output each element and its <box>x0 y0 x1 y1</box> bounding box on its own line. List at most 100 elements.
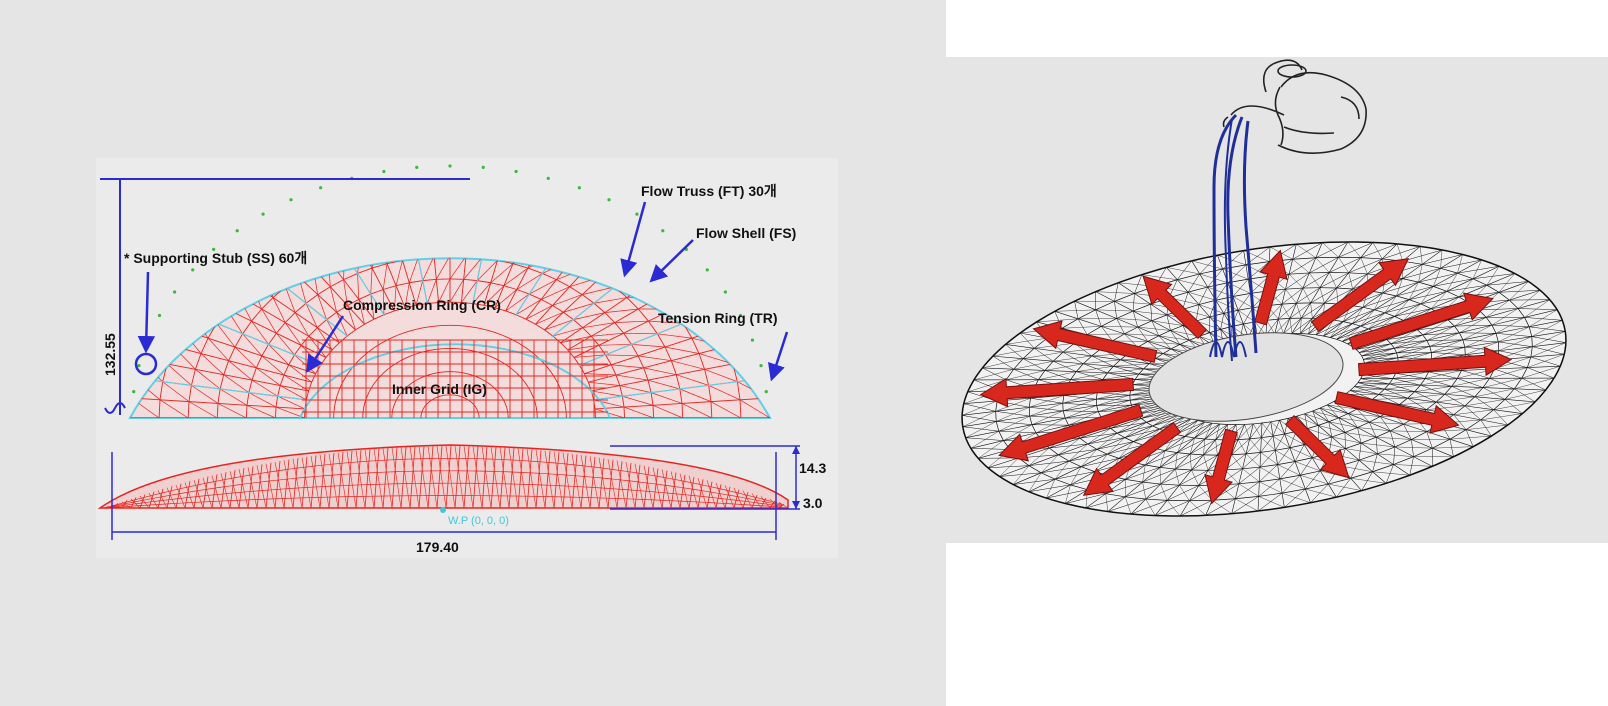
mesh-line <box>1384 384 1421 390</box>
mesh-line <box>1352 323 1361 327</box>
mesh-line <box>490 446 501 509</box>
mesh-line <box>199 495 207 497</box>
mesh-line <box>1336 287 1339 304</box>
mesh-line <box>727 498 735 501</box>
mesh-line <box>345 369 352 377</box>
mesh-line <box>1281 475 1301 494</box>
mesh-line <box>1152 425 1160 430</box>
mesh-line <box>308 327 318 337</box>
mesh-line <box>1107 366 1114 374</box>
mesh-line <box>667 477 675 480</box>
mesh-line <box>216 403 219 418</box>
mesh-line <box>317 286 331 295</box>
mesh-line <box>1403 308 1432 321</box>
mesh-line <box>1399 397 1408 405</box>
mesh-line <box>1261 421 1271 438</box>
mesh-line <box>319 454 326 509</box>
mesh-line <box>1457 370 1462 379</box>
mesh-line <box>637 481 645 483</box>
mesh-line <box>410 353 417 357</box>
mesh-line <box>544 451 551 509</box>
mesh-line <box>1285 287 1303 290</box>
mesh-line <box>392 407 394 411</box>
mesh-line <box>1232 296 1239 311</box>
mesh-line <box>483 353 490 357</box>
mesh-line <box>184 482 195 509</box>
mesh-line <box>1409 466 1433 476</box>
mesh-line <box>1388 378 1394 385</box>
mesh-line <box>1145 450 1166 466</box>
mesh-line <box>1259 464 1278 468</box>
mesh-line <box>1350 478 1387 484</box>
mesh-line <box>1498 336 1532 351</box>
mesh-line <box>1013 472 1042 485</box>
inner-grid-label: Inner Grid (IG) <box>392 381 487 397</box>
mesh-line <box>1159 418 1192 430</box>
mesh-line <box>255 355 263 369</box>
mesh-line <box>1360 242 1374 258</box>
mesh-line <box>1348 257 1362 273</box>
mesh-line <box>477 259 498 281</box>
mesh-line <box>205 494 213 496</box>
mesh-line <box>205 488 213 490</box>
mesh-line <box>1272 435 1290 448</box>
mesh-line <box>1258 478 1280 497</box>
mesh-line <box>1344 427 1358 433</box>
mesh-line <box>275 406 306 410</box>
mesh-line <box>1129 400 1132 406</box>
mesh-line <box>583 476 591 478</box>
mesh-line <box>1305 488 1337 498</box>
mesh-line <box>601 467 609 470</box>
mesh-line <box>1096 437 1125 450</box>
mesh-line <box>1217 255 1246 266</box>
mesh-line <box>1464 405 1481 421</box>
mesh-line <box>1396 243 1421 247</box>
mesh-line <box>1005 344 1035 349</box>
mesh-line <box>1133 303 1151 312</box>
mesh-line <box>1324 287 1337 304</box>
mesh-line <box>1446 273 1458 292</box>
mesh-line <box>1444 387 1484 395</box>
mesh-line <box>1177 436 1186 453</box>
mesh-line <box>1275 433 1285 451</box>
mesh-line <box>1328 421 1333 438</box>
mesh-line <box>1472 265 1500 280</box>
mesh-line <box>580 455 587 509</box>
mesh-line <box>127 499 135 502</box>
mesh-line <box>1258 481 1260 497</box>
mesh-line <box>1046 484 1071 499</box>
supporting-stub-marker <box>134 352 158 376</box>
mesh-line <box>1198 304 1210 318</box>
mesh-line <box>625 480 633 482</box>
mesh-line <box>1175 452 1178 470</box>
mesh-line <box>1166 267 1200 275</box>
mesh-line <box>397 393 401 398</box>
mesh-line <box>317 294 327 320</box>
mesh-line <box>998 431 1004 441</box>
mesh-line <box>1158 335 1180 345</box>
mesh-line <box>1235 496 1259 500</box>
mesh-line <box>343 279 348 306</box>
mesh-line <box>1279 420 1285 435</box>
mesh-line <box>382 289 395 312</box>
mesh-line <box>490 282 505 287</box>
mesh-line <box>1261 422 1274 437</box>
mesh-line <box>615 367 644 376</box>
mesh-line <box>1166 260 1192 268</box>
mesh-line <box>1453 405 1466 416</box>
mesh-line <box>1159 452 1178 468</box>
mesh-line <box>1489 367 1528 379</box>
mesh-line <box>652 403 683 406</box>
mesh-line <box>490 384 495 389</box>
mesh-line <box>516 273 543 290</box>
stub-dot <box>289 198 293 202</box>
mesh-line <box>1329 257 1361 273</box>
mesh-line <box>1403 303 1421 321</box>
mesh-line <box>1419 246 1423 265</box>
mesh-line <box>582 286 615 295</box>
mesh-line <box>127 503 135 506</box>
mesh-line <box>1215 424 1228 440</box>
mesh-line <box>1253 423 1262 438</box>
mesh-line <box>1384 299 1410 314</box>
mesh-line <box>1309 272 1321 288</box>
